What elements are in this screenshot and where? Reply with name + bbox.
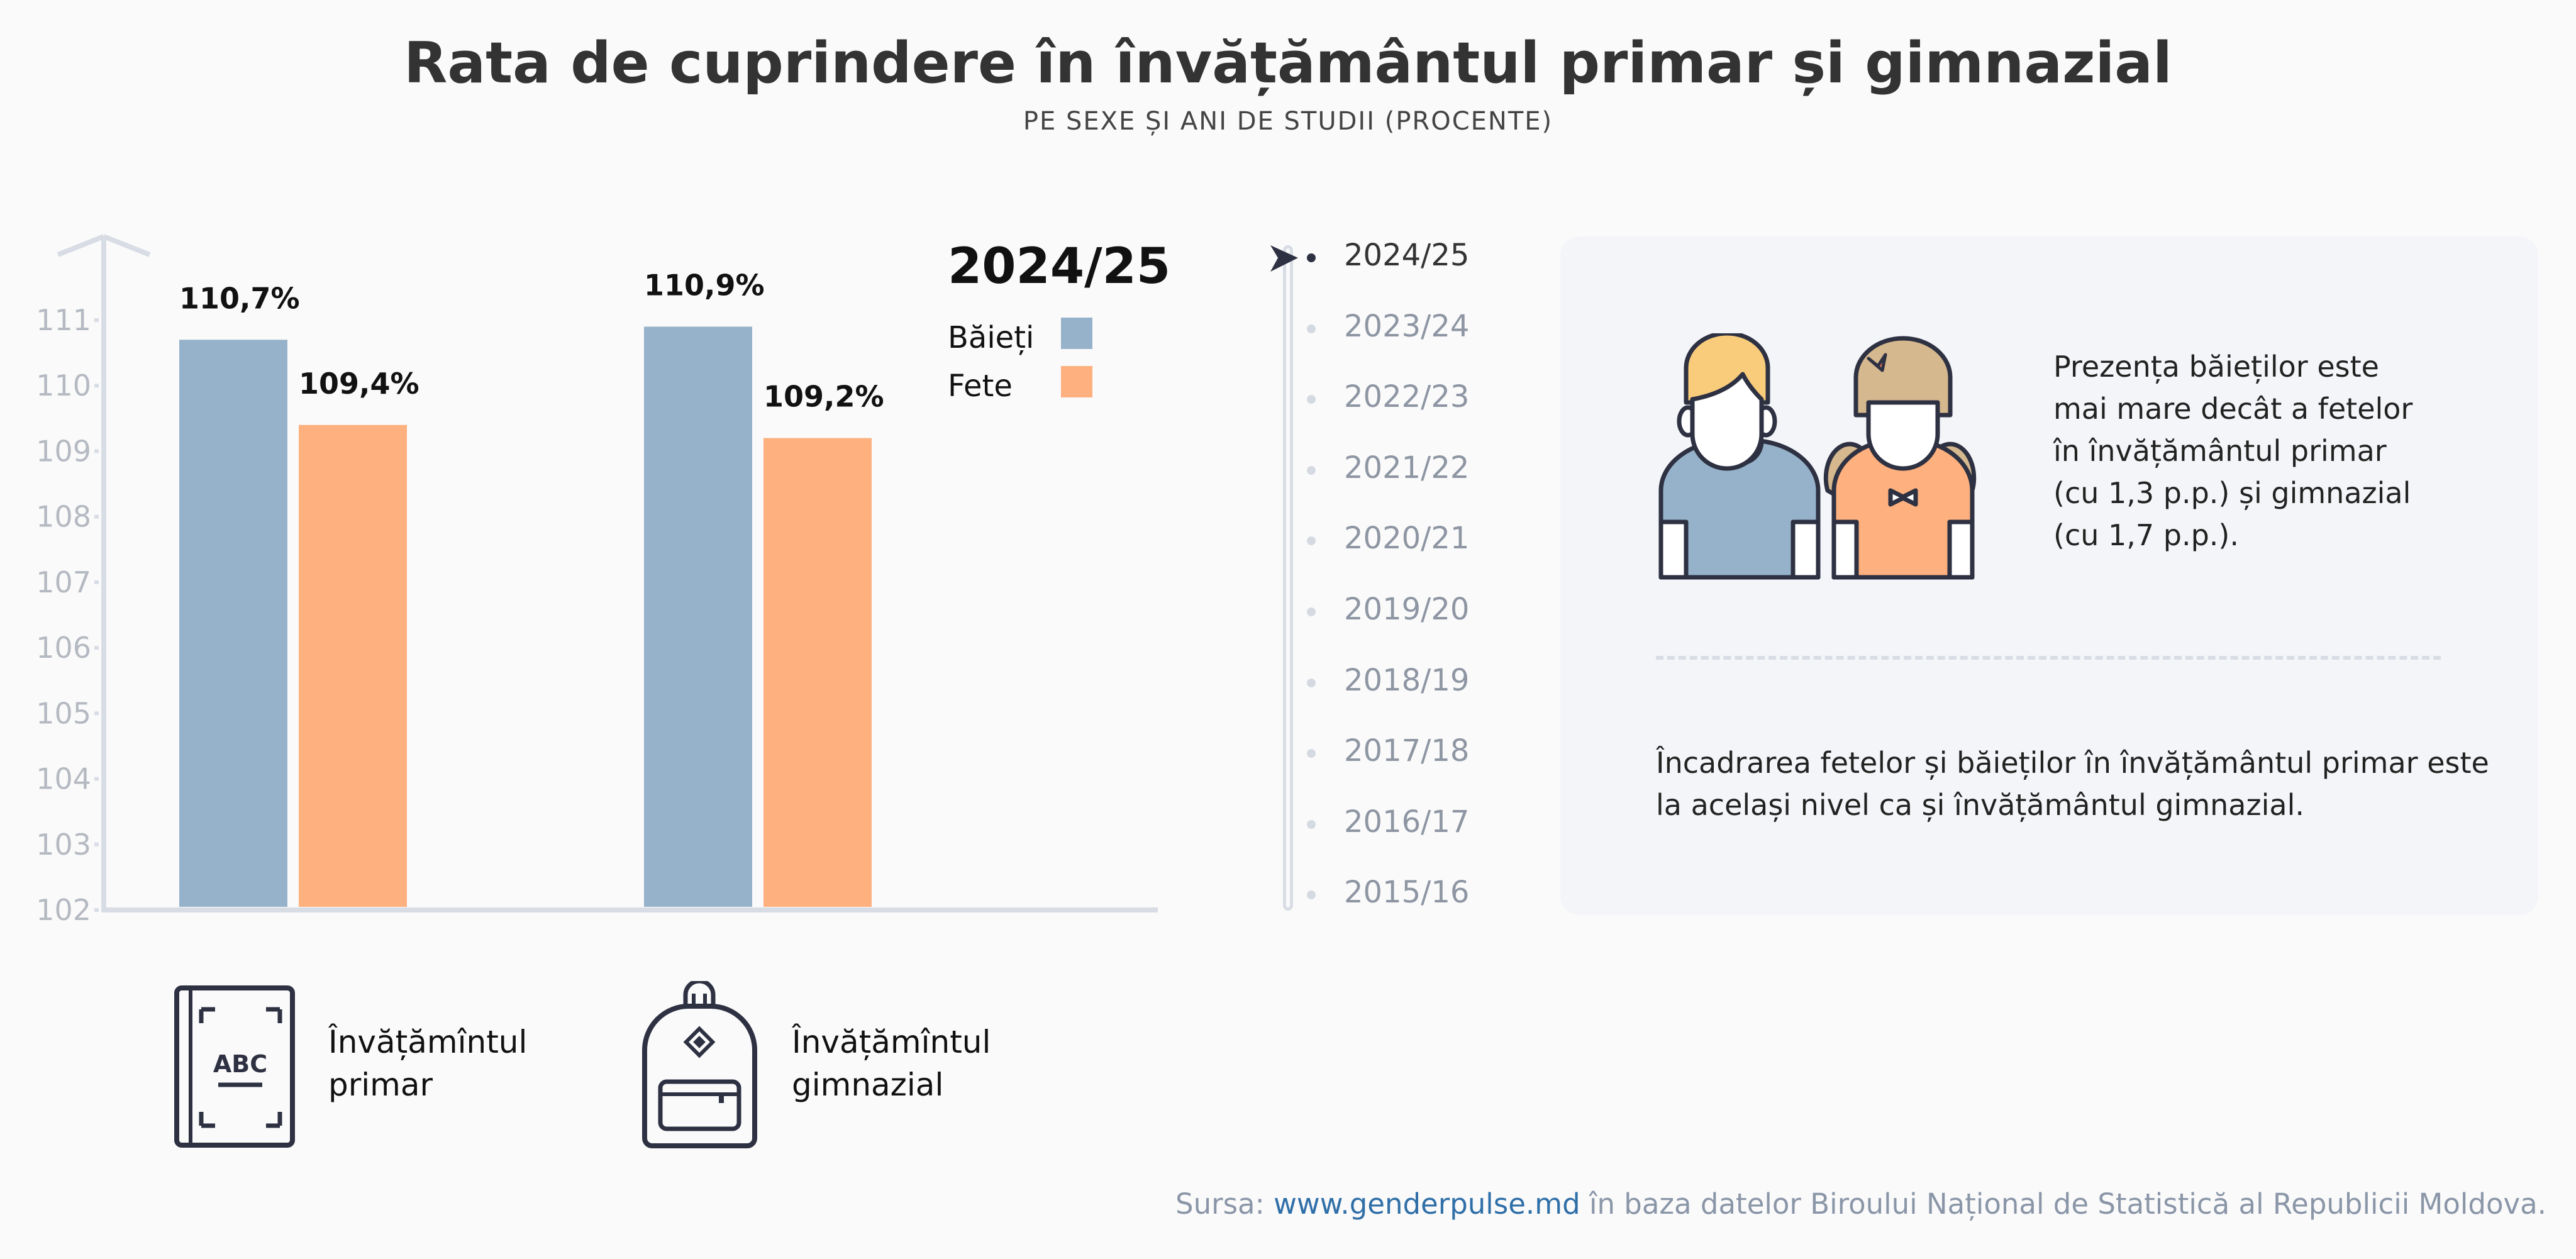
bar-girls[interactable] — [763, 438, 872, 907]
page-title: Rata de cuprindere în învățământul prima… — [404, 30, 2172, 96]
y-tick — [94, 646, 99, 650]
timeline-item[interactable]: 2020/21 — [1344, 521, 1470, 557]
y-tick — [94, 908, 99, 912]
bar-value-label: 109,2% — [763, 380, 884, 414]
text-line: mai mare decât a fetelor — [2053, 392, 2413, 426]
page-subtitle: PE SEXE ȘI ANI DE STUDII (PROCENTE) — [1023, 107, 1553, 136]
y-tick-label: 108 — [36, 500, 91, 534]
timeline-item[interactable]: 2024/25 — [1344, 238, 1470, 273]
timeline-dot — [1307, 678, 1316, 687]
y-tick-label: 102 — [36, 893, 91, 927]
timeline-track[interactable] — [1283, 245, 1293, 911]
y-tick — [94, 449, 99, 453]
bar-chart: 102 103 104 105 106 107 108 109 110 111 110,7% 110… — [36, 234, 1170, 927]
y-tick — [94, 318, 99, 322]
timeline-item[interactable]: 2017/18 — [1344, 733, 1470, 769]
legend-title: 2024/25 — [948, 238, 1170, 295]
text-line: în învățământul primar — [2053, 434, 2387, 468]
text-line: la același nivel ca și învățământul gimn… — [1656, 788, 2305, 822]
timeline-dot — [1307, 536, 1316, 546]
y-axis-arrow-icon — [57, 234, 151, 257]
y-tick — [94, 842, 99, 846]
source-footer: Sursa: www.genderpulse.md în baza datelo… — [1175, 1187, 2546, 1221]
y-tick — [94, 514, 99, 519]
text-line: Prezența băieților este — [2053, 350, 2379, 384]
y-tick-label: 110 — [36, 369, 91, 402]
bar-value-label: 109,4% — [299, 367, 419, 401]
y-tick — [94, 777, 99, 781]
boy-and-girl-icon — [1658, 333, 1977, 580]
bar-boys[interactable] — [644, 326, 752, 907]
y-tick-label: 111 — [36, 303, 91, 337]
y-tick-label: 104 — [36, 762, 91, 796]
panel-divider — [1656, 656, 2441, 660]
timeline-item[interactable]: 2021/22 — [1344, 450, 1470, 485]
y-tick-label: 109 — [36, 434, 91, 468]
source-link[interactable]: www.genderpulse.md — [1274, 1187, 1580, 1221]
timeline-item[interactable]: 2022/23 — [1344, 379, 1470, 415]
timeline-dot — [1307, 749, 1316, 758]
category-label-line: gimnazial — [792, 1067, 944, 1103]
y-tick — [94, 384, 99, 388]
y-tick-label: 107 — [36, 565, 91, 599]
timeline-item[interactable]: 2023/24 — [1344, 308, 1470, 344]
timeline-dot — [1307, 465, 1316, 475]
bar-value-label: 110,9% — [644, 268, 765, 302]
timeline-item[interactable]: 2018/19 — [1344, 662, 1470, 698]
bar-girls[interactable] — [299, 424, 407, 907]
category-label-line: Învățămîntul — [792, 1024, 991, 1060]
timeline-dot — [1307, 890, 1316, 900]
legend-swatch-girls — [1061, 366, 1092, 397]
legend-swatch-boys — [1061, 318, 1092, 349]
backpack-icon — [642, 981, 757, 1148]
source-suffix: în baza datelor Biroului Național de Sta… — [1580, 1187, 2546, 1221]
text-line: (cu 1,7 p.p.). — [2053, 518, 2240, 552]
y-tick — [94, 711, 99, 716]
legend-label-girls: Fete — [948, 369, 1013, 404]
timeline-dot — [1307, 819, 1316, 829]
source-prefix: Sursa: — [1175, 1187, 1274, 1221]
category-label-line: primar — [328, 1067, 433, 1103]
timeline-dot — [1307, 395, 1316, 404]
timeline-dot — [1307, 324, 1316, 333]
legend-label-boys: Băieți — [948, 320, 1034, 355]
timeline-item[interactable]: 2019/20 — [1344, 592, 1470, 627]
category-label-secondary: Învățămîntul gimnazial — [792, 1021, 991, 1106]
y-tick-label: 103 — [36, 828, 91, 862]
timeline-dot — [1307, 607, 1316, 616]
y-tick — [94, 580, 99, 584]
category-label-line: Învățămîntul — [328, 1024, 528, 1060]
panel-text-same-level: Încadrarea fetelor și băieților în învăț… — [1656, 742, 2489, 826]
timeline-dot — [1307, 253, 1316, 262]
bar-boys[interactable] — [179, 340, 287, 907]
text-line: (cu 1,3 p.p.) și gimnazial — [2053, 476, 2411, 510]
abc-book-icon: ABC — [174, 985, 295, 1148]
y-tick-label: 106 — [36, 631, 91, 665]
timeline-item[interactable]: 2016/17 — [1344, 804, 1470, 840]
text-line: Încadrarea fetelor și băieților în învăț… — [1656, 746, 2489, 780]
timeline-pointer-icon — [1270, 245, 1298, 272]
y-tick-label: 105 — [36, 696, 91, 730]
timeline-item[interactable]: 2015/16 — [1344, 875, 1470, 911]
panel-text-boys-higher: Prezența băieților este mai mare decât a… — [2053, 346, 2412, 557]
svg-text:ABC: ABC — [213, 1050, 267, 1078]
bar-value-label: 110,7% — [179, 281, 300, 315]
category-label-primary: Învățămîntul primar — [328, 1021, 527, 1106]
